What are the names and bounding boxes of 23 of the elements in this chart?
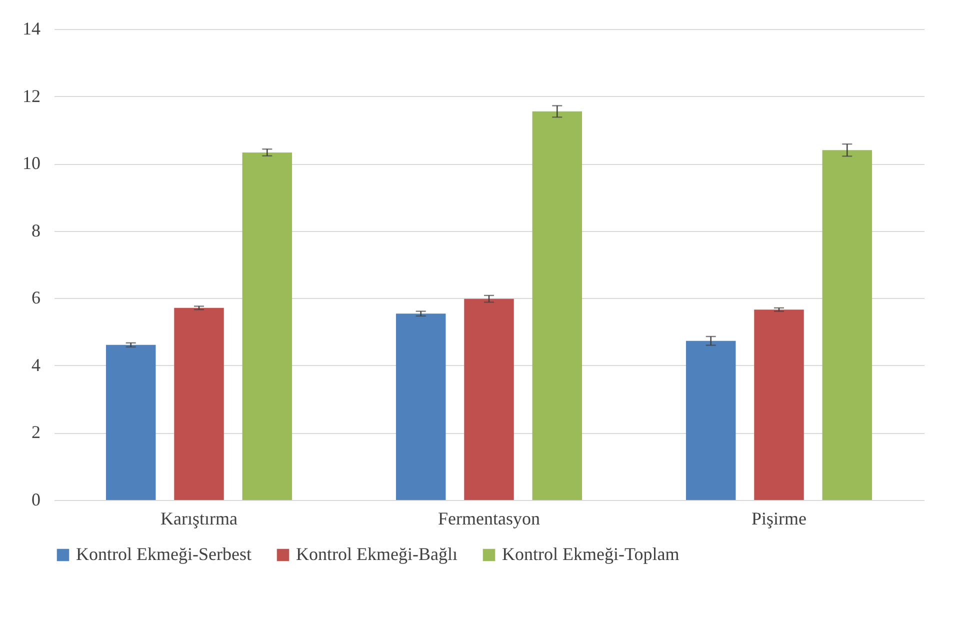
- y-tick-label: 14: [22, 18, 40, 38]
- y-tick-label: 10: [22, 153, 40, 174]
- legend-label: Kontrol Ekmeği-Serbest: [76, 544, 252, 564]
- legend-label: Kontrol Ekmeği-Toplam: [502, 544, 680, 564]
- y-tick-label: 12: [22, 86, 40, 106]
- x-tick-label: Karıştırma: [160, 508, 238, 528]
- bar: [464, 298, 514, 500]
- bar: [106, 344, 156, 500]
- bar: [754, 310, 804, 500]
- y-tick-label: 4: [32, 354, 40, 375]
- bar: [396, 314, 446, 500]
- bar: [174, 308, 224, 500]
- legend-label: Kontrol Ekmeği-Bağlı: [296, 544, 458, 564]
- y-tick-label: 0: [32, 490, 40, 510]
- y-tick-label: 6: [32, 288, 40, 308]
- x-tick-label: Pişirme: [751, 508, 807, 528]
- y-tick-label: 8: [32, 220, 40, 240]
- bar: [532, 111, 582, 500]
- bar: [686, 340, 736, 500]
- bar: [822, 150, 872, 500]
- y-tick-label: 2: [32, 422, 40, 442]
- x-tick-label: Fermentasyon: [438, 508, 540, 528]
- bar: [242, 152, 292, 500]
